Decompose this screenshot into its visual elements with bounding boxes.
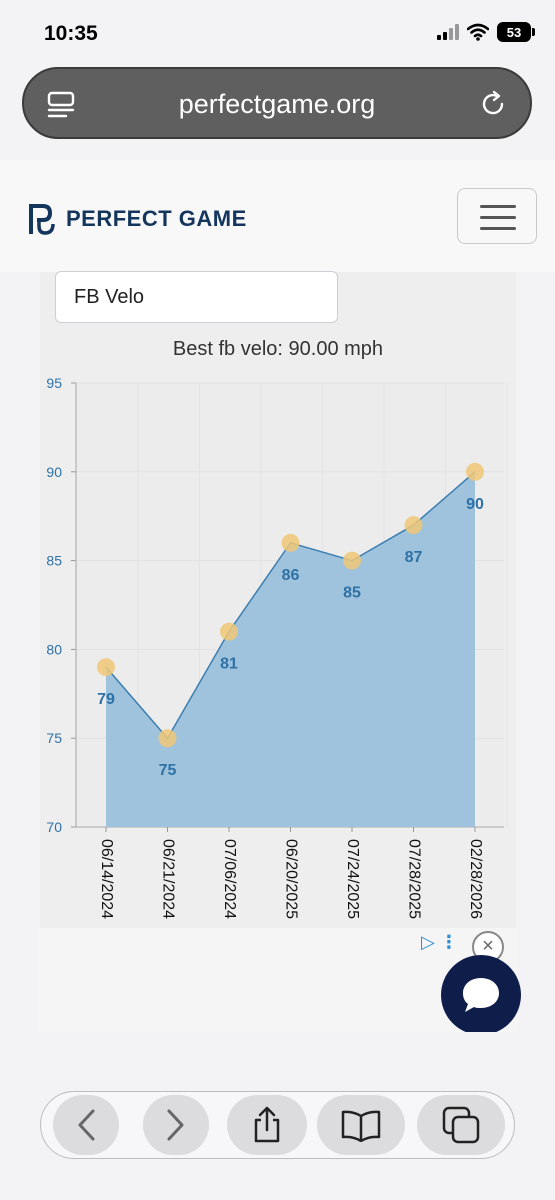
hamburger-menu-button[interactable] [457,188,537,244]
logo-text: PERFECT GAME [66,206,247,231]
chat-bubble-icon [463,978,499,1012]
reload-icon[interactable] [478,89,508,119]
url-text[interactable]: perfectgame.org [178,89,376,119]
address-bar[interactable]: perfectgame.org [22,67,532,139]
chart-title: Best fb velo: 90.00 mph [172,338,384,360]
y-tick-label: 90 [46,464,62,480]
data-point [404,516,423,535]
series-area [106,471,475,827]
status-bar: 10:35 53 [0,0,555,62]
y-tick-label: 70 [46,819,62,835]
y-tick-label: 80 [46,641,62,657]
wifi-icon [467,23,489,41]
data-point [158,729,177,748]
data-point [97,658,115,677]
cellular-signal-icon [437,24,459,40]
x-tick-label: 06/20/2025 [282,839,299,919]
tabs-button[interactable] [417,1095,505,1155]
browser-toolbar [40,1091,515,1159]
battery-icon: 53 [497,22,535,42]
site-header: PERFECT GAME [0,160,555,272]
data-point [220,622,238,641]
data-label: 79 [97,691,115,708]
x-tick-label: 06/21/2024 [159,839,176,919]
y-tick-label: 85 [46,553,62,569]
data-point [343,551,361,570]
tabs-icon [442,1106,480,1144]
back-icon [78,1109,95,1141]
forward-button[interactable] [143,1095,209,1155]
site-logo[interactable]: PERFECT GAME [28,202,247,236]
x-tick-label: 02/28/2026 [467,839,484,919]
x-tick-label: 07/28/2025 [405,839,422,919]
data-label: 90 [466,496,484,513]
data-label: 85 [343,585,361,602]
status-icons: 53 [437,22,535,42]
data-point [281,533,300,552]
forward-icon [167,1109,184,1141]
share-button[interactable] [227,1095,307,1155]
perfect-game-logo-icon [29,204,55,235]
x-tick-label: 07/06/2024 [221,839,238,919]
share-icon [254,1106,280,1143]
x-tick-label: 07/24/2025 [344,839,361,919]
y-tick-label: 95 [46,375,62,391]
data-label: 75 [159,762,177,779]
data-label: 81 [220,656,238,673]
adchoices-icon[interactable]: ▷ ⋮ [421,932,458,952]
metric-select[interactable]: FB Velo [55,271,338,323]
status-time: 10:35 [44,22,98,45]
data-point [466,462,484,481]
back-button[interactable] [53,1095,119,1155]
y-tick-label: 75 [46,730,62,746]
bookmarks-icon [341,1110,381,1142]
chat-button[interactable] [441,955,521,1035]
x-tick-label: 06/14/2024 [98,839,115,919]
data-label: 86 [282,567,300,584]
data-label: 87 [405,549,423,566]
reader-mode-icon[interactable] [46,91,76,119]
bookmarks-button[interactable] [317,1095,405,1155]
velocity-chart: 70 75 80 85 90 95 79 75 81 86 85 87 90 06/14/2024 06/2… [46,375,508,919]
